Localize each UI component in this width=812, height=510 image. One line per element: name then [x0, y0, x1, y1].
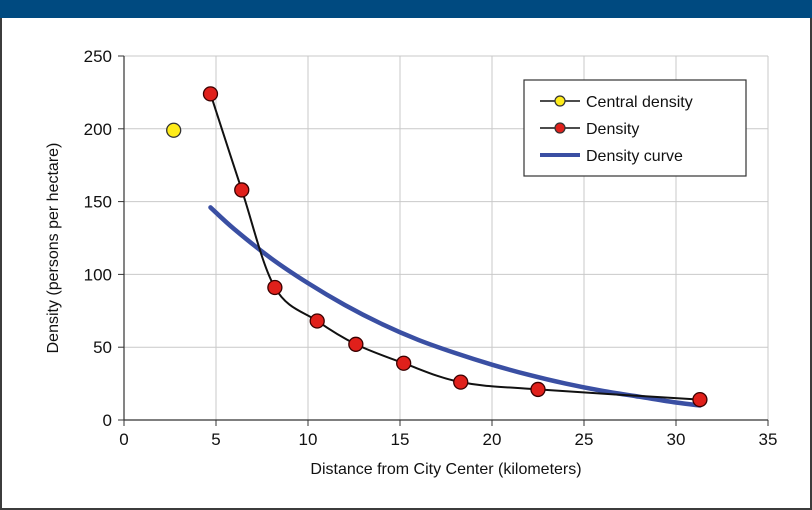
tick-labels: 0 5 10 15 20 25 30 35 0 50 100 150 200 250 — [84, 47, 778, 449]
legend-label: Density curve — [586, 148, 683, 165]
density-point — [692, 391, 708, 408]
density-point — [309, 313, 325, 329]
axes — [118, 55, 769, 426]
x-tick-label: 20 — [483, 430, 502, 449]
x-tick-label: 15 — [391, 430, 410, 449]
legend-label: Central density — [586, 94, 693, 111]
x-tick-label: 35 — [759, 430, 778, 449]
plot-area — [166, 86, 708, 408]
x-tick-label: 0 — [119, 430, 128, 449]
central-density-point — [166, 122, 182, 138]
legend-swatch-marker — [554, 95, 566, 107]
density-point — [348, 336, 364, 352]
legend: Central density Density Density curve — [523, 79, 747, 177]
x-tick-label: 5 — [211, 430, 220, 449]
legend-label: Density — [586, 121, 639, 138]
y-tick-label: 150 — [84, 193, 112, 212]
density-curve-line — [208, 205, 703, 408]
y-tick-label: 250 — [84, 47, 112, 66]
density-point — [202, 86, 219, 102]
y-axis-label: Density (persons per hectare) — [45, 143, 62, 354]
header-bar — [0, 0, 812, 18]
y-tick-label: 50 — [93, 338, 112, 357]
density-point — [453, 374, 469, 390]
y-tick-label: 0 — [103, 411, 112, 430]
x-tick-label: 10 — [299, 430, 318, 449]
density-point — [267, 279, 283, 296]
y-tick-label: 100 — [84, 265, 112, 284]
x-tick-label: 30 — [667, 430, 686, 449]
x-axis-label: Distance from City Center (kilometers) — [310, 461, 581, 478]
x-tick-label: 25 — [575, 430, 594, 449]
density-point — [234, 182, 250, 198]
y-tick-label: 200 — [84, 120, 112, 139]
density-point — [530, 381, 546, 398]
density-point — [396, 355, 412, 371]
legend-swatch-marker — [554, 122, 566, 134]
